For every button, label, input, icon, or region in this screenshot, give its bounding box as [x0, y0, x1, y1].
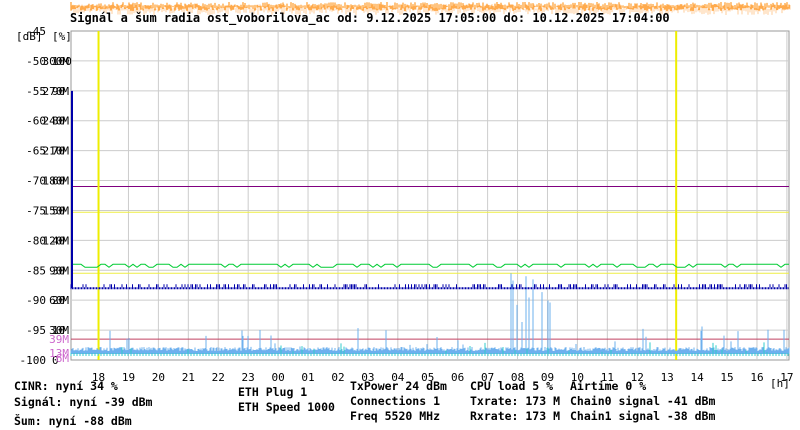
y-tick-percent: 100 — [52, 55, 72, 68]
x-unit-label: [h] — [770, 377, 790, 390]
cinr-line — [73, 263, 789, 268]
y-tick-rate: 150M — [43, 204, 70, 217]
x-tick-label: 02 — [331, 371, 344, 384]
y-tick-rate: 180M — [43, 175, 70, 188]
y-tick-dbm: -75 — [26, 204, 46, 217]
x-tick-label: 21 — [182, 371, 195, 384]
x-tick-label: 11 — [601, 371, 614, 384]
legend-eth-plug: ETH Plug 1 — [238, 385, 307, 399]
y-tick-rate: 60M — [49, 294, 69, 307]
x-tick-label: 09 — [541, 371, 554, 384]
x-tick-label: 03 — [361, 371, 374, 384]
x-tick-label: 19 — [122, 371, 135, 384]
y-tick-rate: 240M — [43, 115, 70, 128]
legend-chain1: Chain1 signal -38 dBm — [570, 409, 715, 423]
y-tick-dbm: -95 — [26, 324, 46, 337]
y-tick-dbm: -65 — [26, 145, 46, 158]
y-tick-percent: 0 — [52, 354, 59, 367]
y-tick-percent: 50 — [52, 204, 65, 217]
x-tick-label: 04 — [391, 371, 405, 384]
y-tick-dbm: -85 — [26, 264, 46, 277]
y-tick-percent: 90 — [52, 85, 65, 98]
y-tick-rate: 210M — [43, 145, 70, 158]
y-tick-rate-extra: 6M — [56, 352, 70, 365]
legend-signal: Signál: nyní -39 dBm — [14, 395, 153, 409]
legend-connections: Connections 1 — [350, 394, 440, 408]
y-tick-rate: 90M — [49, 264, 69, 277]
x-tick-label: 20 — [152, 371, 165, 384]
y-axis: -45-50-55-60-65-70-75-80-85-90-95-100100… — [20, 25, 72, 367]
y-tick-rate-extra: 39M — [49, 333, 69, 346]
y-tick-dbm: -100 — [20, 354, 47, 367]
y-tick-percent: 30 — [52, 264, 65, 277]
y-tick-percent: 60 — [52, 175, 65, 188]
x-tick-label: 13 — [661, 371, 674, 384]
y-tick-dbm: -90 — [26, 294, 46, 307]
x-tick-label: 17 — [780, 371, 793, 384]
x-tick-label: 15 — [720, 371, 733, 384]
y-tick-rate: 270M — [43, 85, 70, 98]
airtime-line — [70, 342, 789, 357]
legend-cinr: CINR: nyní 34 % — [14, 379, 118, 393]
y-tick-dbm: -80 — [26, 234, 46, 247]
legend-rxrate: Rxrate: 173 M — [470, 409, 560, 423]
y-tick-dbm: -55 — [26, 85, 46, 98]
legend-txrate: Txrate: 173 M — [470, 394, 560, 408]
y-tick-percent: 10 — [52, 324, 65, 337]
y-tick-rate-extra: 13M — [49, 347, 69, 360]
series-layer — [70, 90, 790, 357]
legend-airtime: Airtime 0 % — [570, 379, 646, 393]
x-tick-label: 00 — [271, 371, 284, 384]
x-tick-label: 06 — [451, 371, 464, 384]
x-tick-label: 10 — [571, 371, 584, 384]
x-tick-label: 07 — [481, 371, 494, 384]
chain0-signal-line — [70, 2, 790, 11]
y-unit-db: [dB] — [16, 30, 43, 43]
threshold-bands — [71, 31, 789, 360]
y-tick-percent: 70 — [52, 145, 65, 158]
x-tick-label: 16 — [750, 371, 763, 384]
x-tick-label: 01 — [301, 371, 314, 384]
y-tick-rate: 30M — [49, 324, 69, 337]
chain1-signal-line — [71, 4, 791, 15]
x-tick-label: 18 — [92, 371, 105, 384]
y-tick-percent: 20 — [52, 294, 65, 307]
chain-signal-strip — [70, 2, 791, 15]
x-tick-label: 23 — [242, 371, 255, 384]
grid — [71, 31, 789, 360]
x-tick-label: 22 — [212, 371, 225, 384]
x-tick-label: 14 — [690, 371, 704, 384]
legend-freq: Freq 5520 MHz — [350, 409, 440, 423]
y-tick-dbm: -50 — [26, 55, 46, 68]
chart-title: Signál a šum radia ost_voborilova_ac od:… — [70, 11, 670, 26]
legend-noise: Šum: nyní -88 dBm — [14, 413, 132, 428]
y-tick-rate: 300M — [43, 55, 70, 68]
legend-chain0: Chain0 signal -41 dBm — [570, 394, 715, 408]
y-tick-percent: 40 — [52, 234, 65, 247]
y-tick-dbm: -45 — [26, 25, 46, 38]
y-tick-dbm: -60 — [26, 115, 46, 128]
plot-area — [70, 30, 790, 361]
x-tick-label: 08 — [511, 371, 524, 384]
y-unit-percent: [%] — [52, 30, 72, 43]
legend-txpower: TxPower 24 dBm — [350, 379, 447, 393]
legend-cpu-load: CPU load 5 % — [470, 379, 553, 393]
x-axis: 18 19 20 21 22 23 00 01 02 03 04 05 06 07 08 09 10 11 12 13… — [92, 371, 794, 384]
legend-eth-speed: ETH Speed 1000 — [238, 400, 335, 414]
x-tick-label: 12 — [631, 371, 644, 384]
y-tick-rate: 120M — [43, 234, 70, 247]
y-tick-dbm: -70 — [26, 175, 46, 188]
y-tick-percent: 80 — [52, 115, 65, 128]
x-tick-label: 05 — [421, 371, 434, 384]
